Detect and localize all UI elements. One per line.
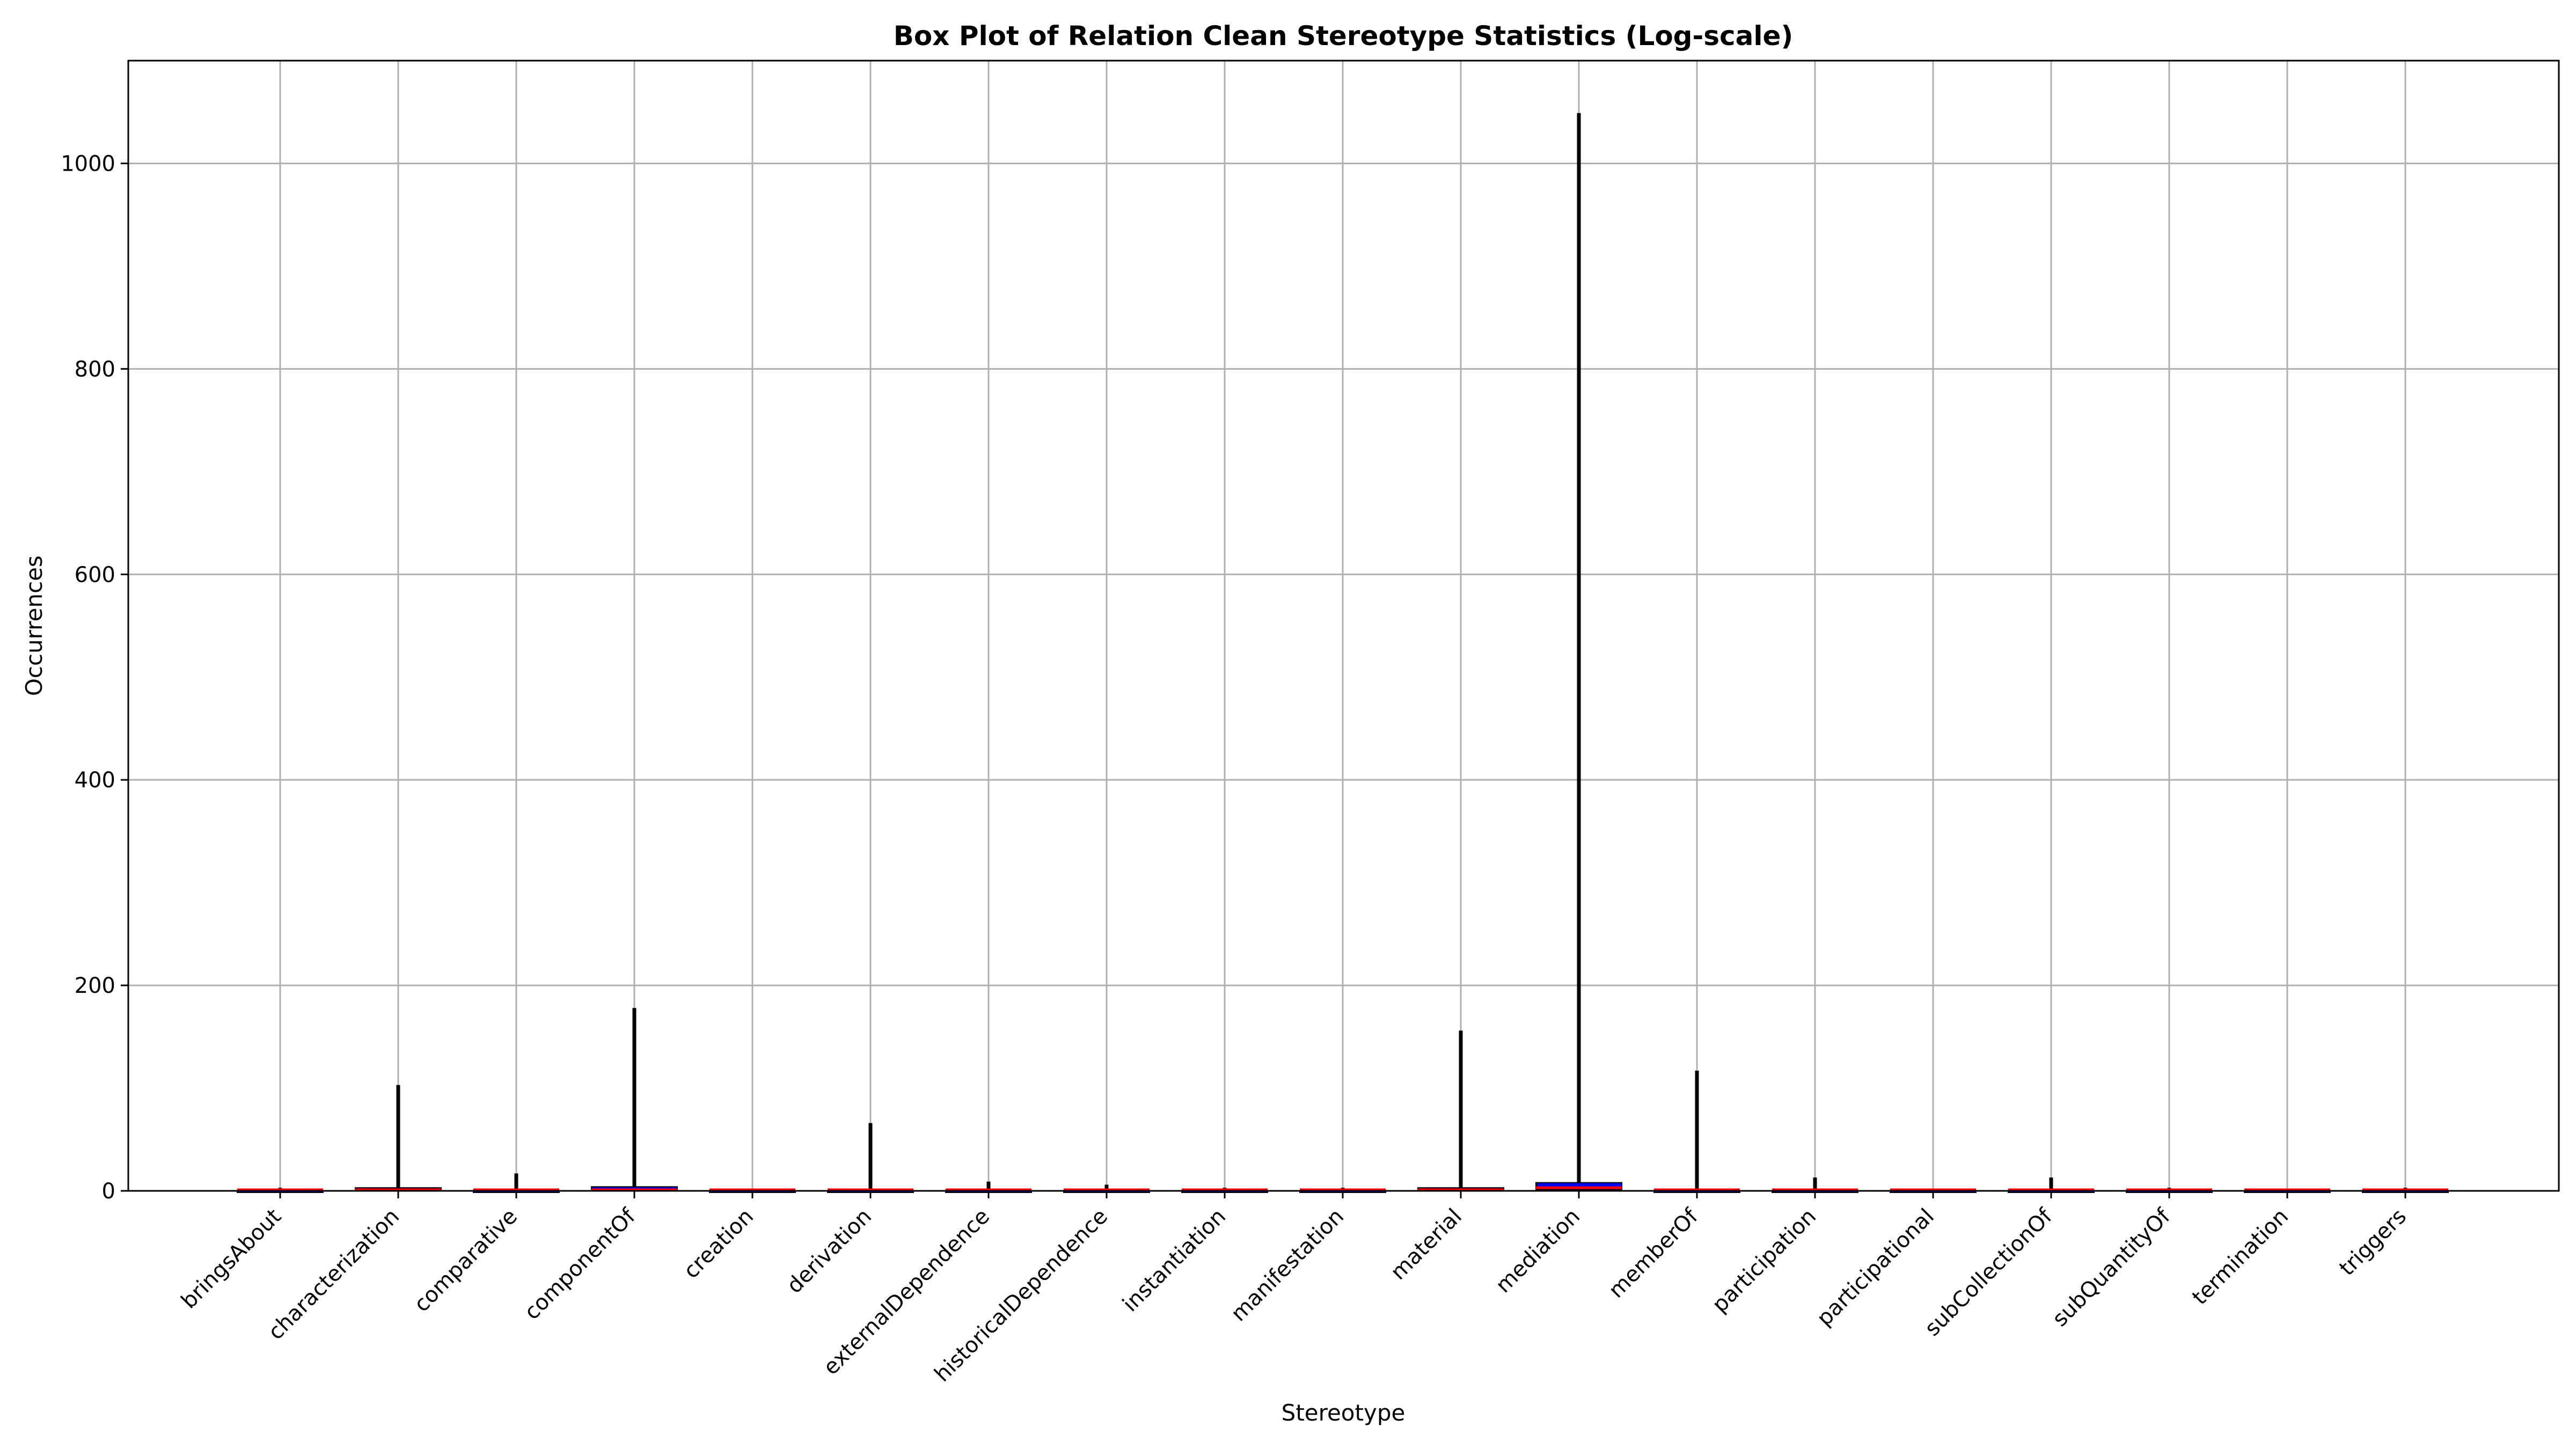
y-axis-ticks: 0 200 400 600 800 1000 bbox=[61, 151, 128, 1204]
box-memberOf bbox=[1653, 1070, 1740, 1193]
box-mediation bbox=[1535, 113, 1622, 1191]
grid-lines bbox=[128, 61, 2559, 1192]
x-tick-label: componentOf bbox=[519, 1204, 640, 1324]
y-tick-label: 0 bbox=[102, 1179, 115, 1204]
x-tick-label: participational bbox=[1812, 1204, 1939, 1331]
x-tick-label: bringsAbout bbox=[177, 1204, 286, 1314]
box-characterization bbox=[355, 1085, 442, 1191]
y-tick-label: 200 bbox=[75, 974, 115, 998]
x-tick-label: comparative bbox=[409, 1204, 522, 1317]
y-tick-label: 800 bbox=[75, 357, 115, 382]
x-tick-label: triggers bbox=[2334, 1204, 2411, 1281]
y-tick-label: 400 bbox=[75, 768, 115, 793]
chart-title: Box Plot of Relation Clean Stereotype St… bbox=[894, 20, 1794, 52]
x-tick-label: material bbox=[1386, 1204, 1467, 1285]
y-tick-label: 1000 bbox=[61, 151, 115, 176]
x-tick-label: characterization bbox=[264, 1204, 404, 1345]
box-comparative bbox=[473, 1173, 560, 1193]
box-componentOf bbox=[591, 1008, 678, 1191]
x-tick-label: subQuantityOf bbox=[2047, 1204, 2175, 1331]
x-tick-label: instantiation bbox=[1118, 1204, 1231, 1317]
box-material bbox=[1417, 1030, 1504, 1191]
y-tick-label: 600 bbox=[75, 562, 115, 587]
x-tick-label: creation bbox=[679, 1204, 758, 1284]
x-tick-label: participation bbox=[1708, 1204, 1821, 1318]
x-tick-label: memberOf bbox=[1604, 1204, 1703, 1303]
x-tick-label: mediation bbox=[1491, 1204, 1585, 1298]
y-axis-label: Occurrences bbox=[21, 555, 47, 696]
box-derivation bbox=[827, 1123, 914, 1193]
x-tick-label: derivation bbox=[782, 1204, 876, 1299]
x-tick-label: subCollectionOf bbox=[1920, 1204, 2058, 1341]
x-tick-label: termination bbox=[2187, 1204, 2293, 1310]
x-axis-label: Stereotype bbox=[1282, 1400, 1406, 1426]
x-tick-label: manifestation bbox=[1226, 1204, 1349, 1327]
